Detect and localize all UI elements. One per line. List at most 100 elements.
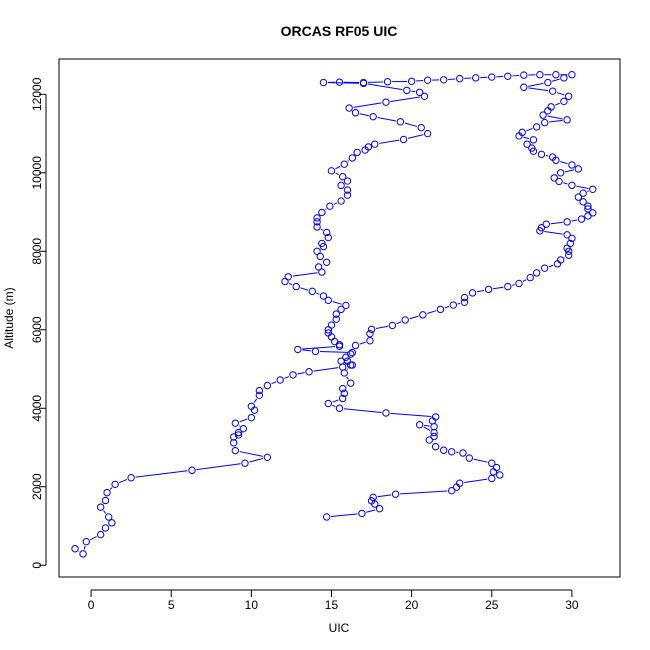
series-line-segment bbox=[416, 80, 424, 82]
data-point bbox=[263, 381, 272, 390]
y-axis-label: Altitude (m) bbox=[2, 287, 16, 348]
series-line-segment bbox=[375, 325, 389, 330]
data-point bbox=[276, 376, 284, 384]
data-point bbox=[366, 329, 374, 338]
data-point bbox=[348, 154, 357, 162]
data-point bbox=[563, 116, 571, 124]
data-point bbox=[579, 189, 587, 197]
data-point bbox=[327, 321, 336, 329]
data-point bbox=[348, 348, 357, 357]
data-point bbox=[565, 251, 573, 259]
data-point bbox=[415, 421, 424, 429]
data-point bbox=[234, 431, 243, 439]
series-line-segment bbox=[547, 115, 563, 120]
series-line-segment bbox=[548, 264, 554, 268]
series-line-segment bbox=[320, 228, 324, 231]
data-point bbox=[577, 215, 586, 223]
data-point bbox=[537, 150, 546, 159]
x-tick-label: 30 bbox=[565, 598, 579, 612]
data-point bbox=[484, 285, 493, 294]
series-line-segment bbox=[522, 279, 527, 282]
data-point bbox=[417, 123, 425, 132]
series-line-segment bbox=[359, 341, 366, 345]
data-point bbox=[382, 98, 390, 106]
data-point bbox=[399, 135, 408, 144]
data-point bbox=[255, 386, 264, 395]
data-point bbox=[337, 197, 345, 205]
data-point bbox=[383, 78, 392, 86]
data-point bbox=[339, 394, 347, 403]
data-point bbox=[489, 468, 498, 476]
series-line-segment bbox=[464, 478, 488, 484]
series-line-segment bbox=[83, 545, 86, 550]
data-point bbox=[322, 228, 331, 237]
data-point bbox=[465, 454, 474, 462]
data-point bbox=[574, 193, 583, 201]
data-point bbox=[347, 379, 355, 387]
data-point bbox=[359, 78, 368, 87]
data-point bbox=[560, 74, 568, 82]
series-line-segment bbox=[404, 122, 418, 127]
data-point bbox=[584, 212, 592, 220]
data-point bbox=[568, 234, 576, 243]
y-tick-label: 4000 bbox=[30, 395, 44, 422]
series-line-segment bbox=[400, 490, 448, 495]
series-line-segment bbox=[587, 190, 589, 192]
data-point bbox=[425, 436, 433, 444]
series-line-segment bbox=[444, 306, 450, 309]
data-point bbox=[188, 466, 196, 474]
series-line-segment bbox=[560, 161, 568, 165]
series-line-segment bbox=[103, 510, 107, 514]
data-point bbox=[401, 316, 409, 324]
data-point bbox=[553, 260, 562, 268]
series-line-segment bbox=[271, 381, 277, 385]
series-line-segment bbox=[492, 286, 504, 290]
data-point bbox=[230, 439, 238, 447]
data-point bbox=[488, 459, 496, 467]
series-line-segment bbox=[426, 310, 437, 314]
data-point bbox=[520, 71, 528, 79]
data-point bbox=[584, 202, 592, 210]
data-point bbox=[568, 181, 576, 190]
data-point bbox=[529, 147, 538, 155]
series-line-segment bbox=[390, 96, 421, 102]
x-tick-label: 0 bbox=[88, 598, 95, 612]
data-point bbox=[542, 220, 550, 228]
series-line-segment bbox=[411, 90, 416, 93]
data-point bbox=[382, 409, 390, 417]
data-point bbox=[305, 368, 313, 376]
data-point bbox=[430, 432, 438, 441]
data-point bbox=[342, 301, 350, 310]
data-point bbox=[327, 167, 336, 175]
data-point bbox=[423, 129, 432, 138]
data-point bbox=[589, 185, 597, 193]
series-line-segment bbox=[549, 119, 563, 123]
series-line-segment bbox=[448, 78, 456, 80]
data-point bbox=[540, 264, 549, 272]
data-point bbox=[568, 161, 576, 169]
y-tick-label: 12000 bbox=[30, 77, 44, 111]
data-point bbox=[311, 347, 320, 356]
data-point bbox=[532, 269, 541, 277]
data-point bbox=[555, 177, 563, 186]
data-point bbox=[332, 310, 340, 318]
data-point bbox=[351, 109, 360, 117]
data-point bbox=[319, 78, 328, 87]
y-tick-label: 0 bbox=[30, 562, 44, 569]
series-line-segment bbox=[528, 82, 544, 87]
data-point bbox=[101, 524, 110, 532]
data-point bbox=[496, 471, 504, 479]
data-point bbox=[79, 550, 87, 558]
data-point bbox=[375, 505, 384, 513]
data-point bbox=[324, 233, 332, 242]
data-point bbox=[313, 214, 321, 222]
series-line-segment bbox=[347, 160, 350, 162]
series-line-segment bbox=[316, 292, 320, 295]
series-line-segment bbox=[249, 457, 264, 463]
series-line-segment bbox=[196, 463, 241, 471]
series-line-segment bbox=[528, 87, 549, 92]
data-point bbox=[337, 181, 345, 190]
x-tick-label: 5 bbox=[168, 598, 175, 612]
data-point bbox=[520, 83, 528, 91]
series-line-segment bbox=[302, 346, 336, 350]
